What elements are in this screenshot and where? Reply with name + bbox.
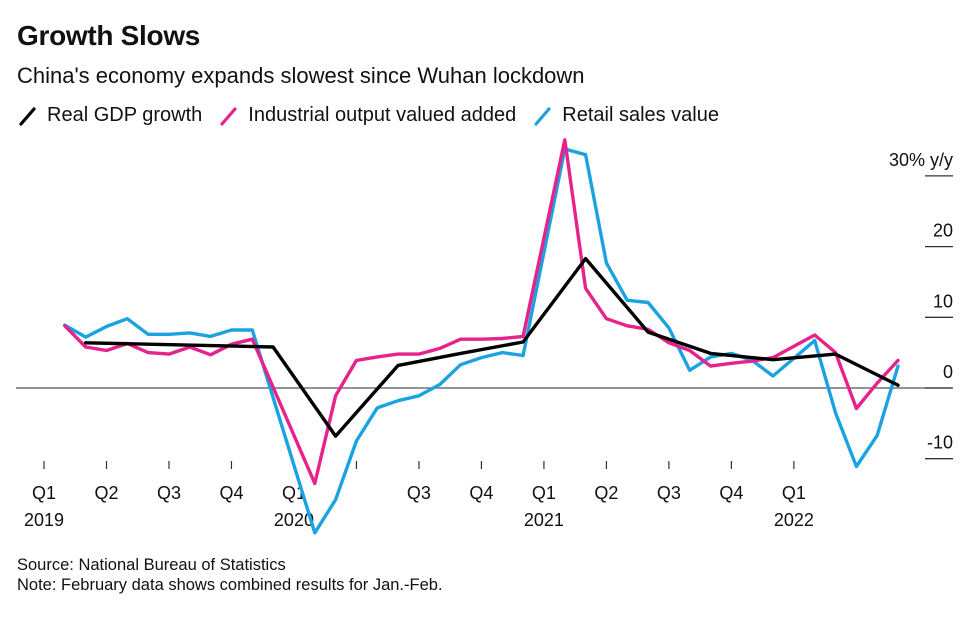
footnote: Note: February data shows combined resul… [17,576,443,594]
legend-swatch-gdp-icon [19,106,36,126]
legend-label-gdp: Real GDP growth [47,104,203,126]
x-tick-label: Q2 [94,483,118,503]
x-tick-label: Q3 [657,483,681,503]
legend-swatch-retail-icon [534,106,551,126]
chart-subtitle: China's economy expands slowest since Wu… [17,63,585,88]
series-line-industrial-output-valued-added [63,138,900,486]
y-tick-label: 30% y/y [889,150,953,170]
x-year-label: 2019 [24,510,64,530]
x-tick-label: Q1 [32,483,56,503]
y-tick-label: 20 [933,221,953,241]
chart-title: Growth Slows [17,20,201,51]
y-tick-label: 0 [943,362,953,382]
source-note: Source: National Bureau of Statistics [17,556,286,574]
x-tick-label: Q4 [219,483,243,503]
legend-swatch-industrial-icon [220,106,237,126]
x-year-label: 2021 [524,510,564,530]
legend-item-gdp: Real GDP growth [17,104,202,127]
legend: Real GDP growth Industrial output valued… [17,104,719,127]
x-year-label: 2022 [774,510,814,530]
series-line-real-gdp-growth [83,256,900,438]
footer: Source: National Bureau of Statistics No… [17,555,443,595]
x-tick-label: Q3 [407,483,431,503]
x-tick-label: Q4 [719,483,743,503]
legend-item-industrial: Industrial output valued added [218,104,516,127]
x-tick-label: Q2 [594,483,618,503]
x-tick-label: Q3 [157,483,181,503]
series-line-retail-sales-value [63,147,900,535]
x-tick-label: Q1 [782,483,806,503]
y-tick-label: 10 [933,291,953,311]
legend-label-retail: Retail sales value [562,104,719,126]
x-year-label: 2020 [274,510,314,530]
legend-item-retail: Retail sales value [532,104,719,127]
y-tick-label: -10 [927,433,953,453]
x-tick-label: Q1 [532,483,556,503]
legend-label-industrial: Industrial output valued added [248,104,517,126]
x-tick-label: Q4 [469,483,493,503]
